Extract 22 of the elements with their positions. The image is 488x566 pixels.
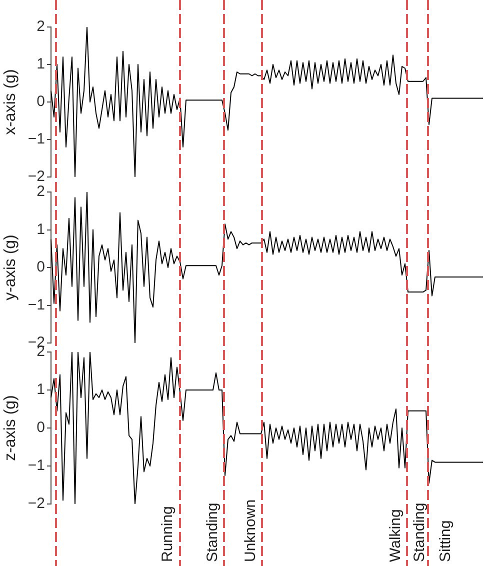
y-tick-label: 2 [36, 183, 45, 200]
text: Walking [387, 509, 404, 562]
y-tick-label: −2 [28, 495, 45, 512]
y-tick-label: −1 [28, 130, 45, 148]
y-tick-label: 2 [36, 18, 45, 36]
annotation: Standing [411, 502, 428, 562]
y-tick-label: −1 [28, 457, 45, 474]
y-tick-label: 1 [36, 220, 45, 238]
y-tick-label: 1 [36, 56, 45, 73]
text: Running [159, 506, 176, 562]
y-axis-title: z-axis (g) [2, 395, 20, 461]
y-tick-label: 0 [36, 258, 45, 276]
y-tick-label: 0 [36, 419, 45, 436]
text: Sitting [437, 520, 454, 562]
y-axis-title: x-axis (g) [2, 69, 20, 135]
y-tick-label: −1 [28, 296, 45, 314]
y-tick-label: 0 [36, 93, 45, 110]
y-axis-title: y-axis (g) [2, 234, 20, 300]
y-tick-label: −2 [28, 168, 45, 186]
annotation: Unknown [242, 499, 260, 562]
y-tick-label: 1 [36, 381, 45, 398]
annotation: Standing [204, 502, 222, 562]
